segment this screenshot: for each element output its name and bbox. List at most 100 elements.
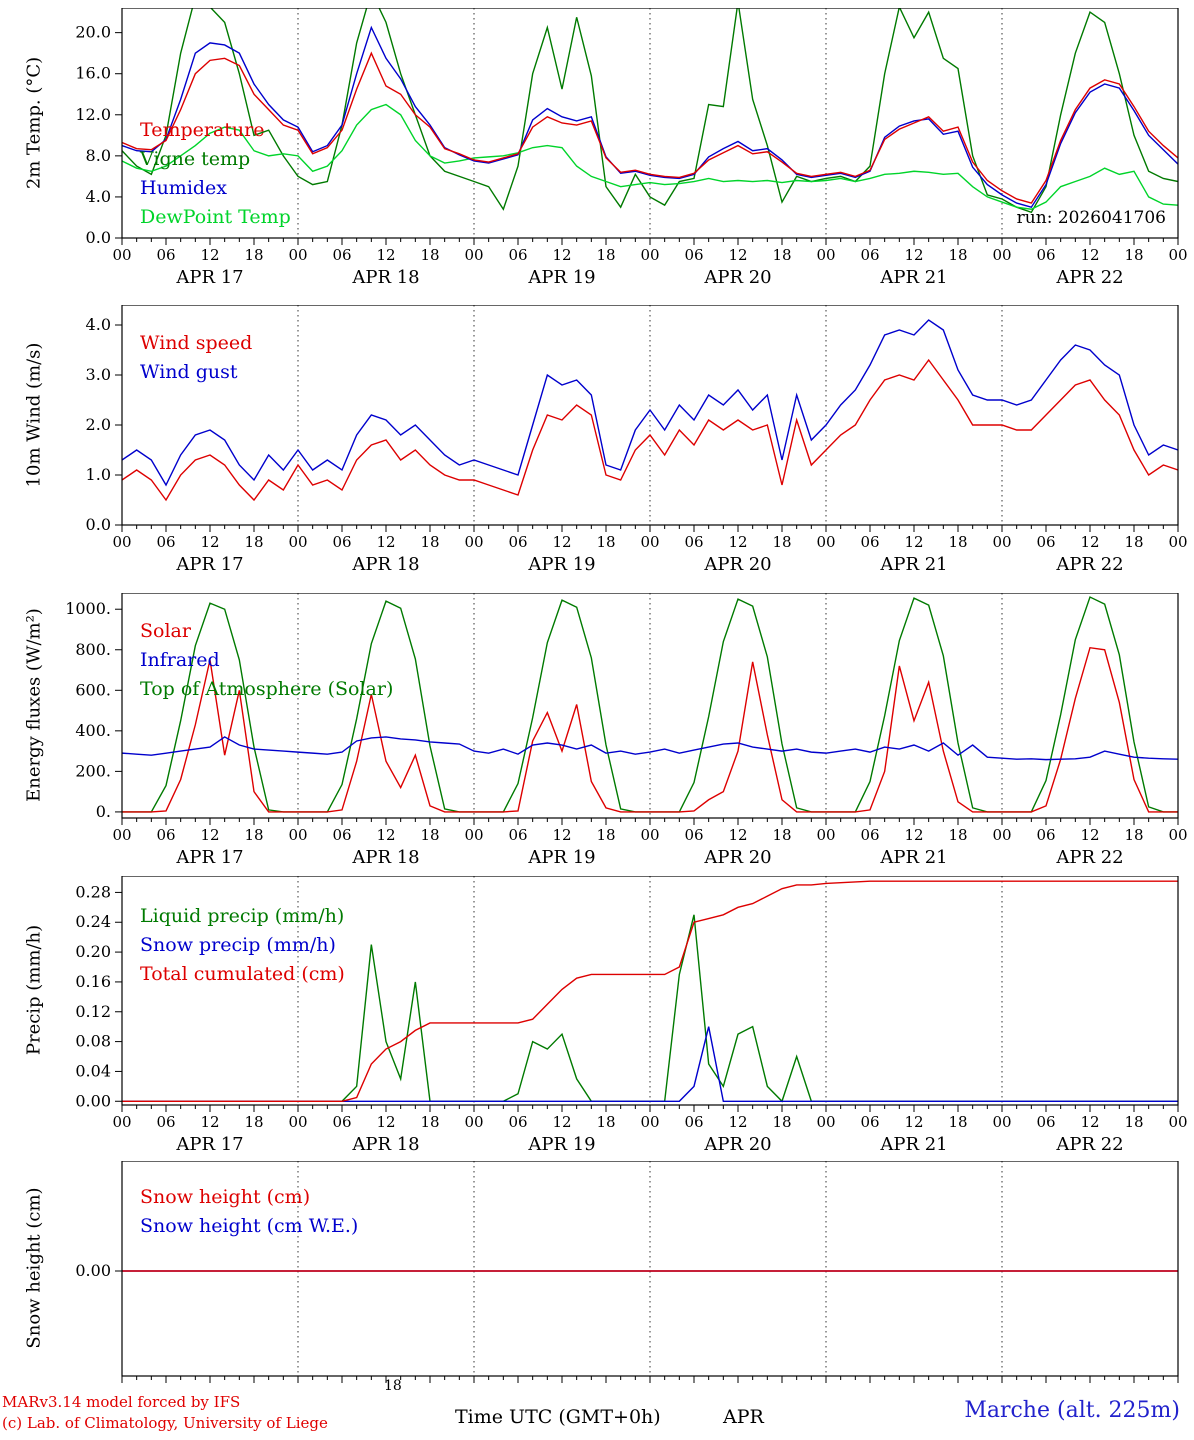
wind-panel: 0.0 1.0 2.0 3.0 4.0 00 06 12 18 00 06 12 18 00 06 12 18 0… bbox=[86, 305, 1188, 575]
day-label: APR 19 bbox=[527, 1134, 595, 1155]
hour-label: 06 bbox=[156, 826, 175, 844]
y-tick-label: 800. bbox=[75, 640, 111, 659]
hour-label: 12 bbox=[728, 1113, 747, 1131]
snow-panel: 0.00 Snow height (cm) Snow height (cm W.E.… bbox=[75, 1161, 1179, 1383]
hour-label: 18 bbox=[772, 246, 791, 264]
hour-label: 00 bbox=[816, 246, 835, 264]
hour-label: 06 bbox=[860, 1113, 879, 1131]
hour-label: 00 bbox=[288, 533, 307, 551]
hour-label: 00 bbox=[992, 1113, 1011, 1131]
series-total-cumulated-cm- bbox=[122, 880, 1178, 1102]
hour-label: 00 bbox=[816, 1113, 835, 1131]
y-tick-label: 12.0 bbox=[75, 105, 111, 124]
hour-label: 12 bbox=[200, 533, 219, 551]
hour-label: 00 bbox=[288, 1113, 307, 1131]
hour-label: 12 bbox=[552, 1113, 571, 1131]
hour-label: 12 bbox=[200, 246, 219, 264]
hour-label: 06 bbox=[156, 246, 175, 264]
day-label: APR 21 bbox=[879, 1134, 947, 1155]
y-tick-label: 0.16 bbox=[75, 972, 111, 991]
hour-label: 18 bbox=[948, 826, 967, 844]
legend-wind-speed: Wind speed bbox=[140, 332, 252, 354]
plot-frame bbox=[121, 593, 1179, 819]
hour-label: 06 bbox=[684, 533, 703, 551]
y-tick-label: 0.0 bbox=[86, 228, 111, 247]
plot-frame bbox=[121, 305, 1179, 526]
hour-label: 18 bbox=[948, 1113, 967, 1131]
hour-label: 12 bbox=[200, 1113, 219, 1131]
y-tick-label: 0.00 bbox=[75, 1091, 111, 1110]
y-tick-label: 4.0 bbox=[86, 315, 111, 334]
legend-solar: Solar bbox=[140, 620, 192, 642]
model-credit: MARv3.14 model forced by IFS (c) Lab. of… bbox=[2, 1392, 328, 1434]
y-tick-label: 0.00 bbox=[75, 1261, 111, 1280]
hour-label: 06 bbox=[860, 246, 879, 264]
legend-total-cumulated-cm-: Total cumulated (cm) bbox=[140, 963, 345, 985]
hour-label: 18 bbox=[948, 533, 967, 551]
hour-label: 00 bbox=[112, 533, 131, 551]
hour-label: 18 bbox=[420, 533, 439, 551]
x-axis-title: Time UTC (GMT+0h) bbox=[455, 1406, 661, 1428]
hour-label: 00 bbox=[640, 533, 659, 551]
energy-panel: 0. 200. 400. 600. 800. 1000. 00 06 12 18 00 06 12 18 0… bbox=[65, 593, 1188, 868]
hour-label: 00 bbox=[288, 246, 307, 264]
hour-label: 06 bbox=[508, 826, 527, 844]
hour-label: 12 bbox=[552, 826, 571, 844]
legend-dewpoint-temp: DewPoint Temp bbox=[140, 206, 291, 228]
day-label: APR 19 bbox=[527, 554, 595, 575]
legend-snow-height-cm-: Snow height (cm) bbox=[140, 1186, 310, 1208]
day-label: APR 18 bbox=[351, 847, 419, 868]
series-wind-speed bbox=[122, 358, 1178, 502]
series-temperature bbox=[122, 51, 1178, 204]
day-label: APR 18 bbox=[351, 1134, 419, 1155]
y-tick-label: 16.0 bbox=[75, 64, 111, 83]
hour-label: 06 bbox=[156, 533, 175, 551]
y-tick-label: 0.04 bbox=[75, 1061, 111, 1080]
y-axis-title-precip: Precip (mm/h) bbox=[23, 924, 45, 1056]
hour-label: 06 bbox=[508, 533, 527, 551]
hour-label: 00 bbox=[1168, 246, 1187, 264]
hour-label: 00 bbox=[464, 246, 483, 264]
hour-label: 06 bbox=[332, 1113, 351, 1131]
plot-frame bbox=[121, 8, 1179, 239]
hour-label: 00 bbox=[816, 533, 835, 551]
hour-label: 00 bbox=[1168, 533, 1187, 551]
day-label: APR 20 bbox=[703, 267, 771, 288]
legend-infrared: Infrared bbox=[140, 649, 220, 671]
hour-label: 00 bbox=[640, 246, 659, 264]
day-label: APR 22 bbox=[1055, 1134, 1123, 1155]
legend-humidex: Humidex bbox=[140, 177, 227, 199]
y-tick-label: 0. bbox=[96, 802, 111, 821]
day-label: APR 20 bbox=[703, 1134, 771, 1155]
series-snow-precip-mm-h- bbox=[122, 1026, 1178, 1102]
hour-label: 06 bbox=[332, 246, 351, 264]
hour-label: 18 bbox=[420, 1113, 439, 1131]
hour-label: 12 bbox=[376, 1113, 395, 1131]
hour-label: 00 bbox=[640, 1113, 659, 1131]
day-label: APR 19 bbox=[527, 267, 595, 288]
run-label: run: 2026041706 bbox=[1017, 208, 1166, 228]
y-tick-label: 0.0 bbox=[86, 515, 111, 534]
legend-snow-precip-mm-h-: Snow precip (mm/h) bbox=[140, 934, 336, 956]
y-axis-title-energy: Energy fluxes (W/m²) bbox=[23, 608, 45, 802]
series-vigne-temp bbox=[122, 8, 1178, 214]
legend-snow-height-cm-w-e-: Snow height (cm W.E.) bbox=[140, 1215, 358, 1237]
hour-label: 06 bbox=[332, 533, 351, 551]
y-tick-label: 0.08 bbox=[75, 1032, 111, 1051]
hour-label: 18 bbox=[244, 826, 263, 844]
hour-label: 00 bbox=[288, 826, 307, 844]
hour-label: 00 bbox=[816, 826, 835, 844]
day-label: APR 22 bbox=[1055, 554, 1123, 575]
hour-label: 06 bbox=[508, 246, 527, 264]
y-tick-label: 0.28 bbox=[75, 882, 111, 901]
day-label: APR 20 bbox=[703, 554, 771, 575]
hour-label: 06 bbox=[860, 826, 879, 844]
hour-label: 18 bbox=[1124, 1113, 1143, 1131]
hour-label: 12 bbox=[728, 826, 747, 844]
hour-label: 00 bbox=[464, 1113, 483, 1131]
hour-label: 12 bbox=[904, 1113, 923, 1131]
legend-liquid-precip-mm-h-: Liquid precip (mm/h) bbox=[140, 905, 344, 927]
y-tick-label: 4.0 bbox=[86, 187, 111, 206]
hour-label: 06 bbox=[1036, 1113, 1055, 1131]
